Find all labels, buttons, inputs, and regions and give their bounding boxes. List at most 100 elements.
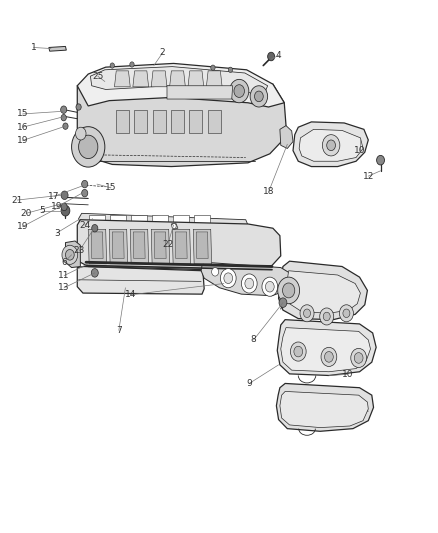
Polygon shape: [65, 241, 80, 268]
Polygon shape: [151, 229, 169, 264]
Polygon shape: [133, 232, 145, 259]
Text: 18: 18: [263, 187, 274, 196]
Circle shape: [290, 342, 305, 361]
Polygon shape: [187, 71, 203, 87]
Circle shape: [342, 309, 349, 318]
Polygon shape: [110, 215, 126, 223]
Polygon shape: [172, 229, 190, 264]
Polygon shape: [116, 110, 129, 133]
Polygon shape: [170, 110, 184, 133]
Circle shape: [61, 191, 68, 199]
Circle shape: [267, 52, 274, 61]
Polygon shape: [278, 261, 367, 320]
Circle shape: [61, 115, 66, 121]
Circle shape: [60, 106, 67, 114]
Circle shape: [229, 79, 248, 103]
Circle shape: [81, 189, 88, 197]
Text: 5: 5: [39, 206, 45, 215]
Polygon shape: [279, 391, 367, 427]
Polygon shape: [134, 110, 147, 133]
Text: 19: 19: [17, 222, 28, 231]
Text: 19: 19: [51, 203, 62, 212]
Circle shape: [376, 156, 384, 165]
Text: 4: 4: [275, 51, 281, 60]
Polygon shape: [91, 232, 103, 259]
Circle shape: [326, 140, 335, 151]
Circle shape: [254, 91, 263, 102]
Polygon shape: [77, 266, 204, 294]
Polygon shape: [114, 71, 130, 87]
Text: 1: 1: [31, 43, 36, 52]
Polygon shape: [298, 130, 362, 161]
Circle shape: [81, 180, 88, 188]
Polygon shape: [77, 63, 284, 107]
Circle shape: [130, 62, 134, 67]
Circle shape: [321, 135, 339, 156]
Polygon shape: [89, 215, 105, 223]
Circle shape: [63, 123, 68, 130]
Polygon shape: [154, 232, 166, 259]
Polygon shape: [194, 215, 209, 223]
Circle shape: [350, 349, 366, 368]
Circle shape: [223, 273, 232, 284]
Circle shape: [353, 353, 362, 364]
Circle shape: [279, 298, 286, 308]
Polygon shape: [206, 71, 222, 87]
Polygon shape: [77, 130, 103, 166]
Polygon shape: [78, 213, 247, 225]
Polygon shape: [130, 229, 148, 264]
Circle shape: [61, 203, 67, 211]
Text: 9: 9: [246, 379, 251, 388]
Text: 3: 3: [54, 229, 60, 238]
Text: 16: 16: [17, 123, 28, 132]
Polygon shape: [189, 110, 202, 133]
Polygon shape: [277, 320, 375, 375]
Circle shape: [244, 278, 253, 289]
Text: 24: 24: [79, 221, 90, 230]
Polygon shape: [276, 383, 373, 431]
Text: 17: 17: [48, 192, 60, 201]
Circle shape: [76, 104, 81, 110]
Polygon shape: [279, 126, 292, 149]
Polygon shape: [77, 220, 280, 271]
Circle shape: [78, 135, 98, 159]
Polygon shape: [201, 262, 292, 296]
Text: 15: 15: [17, 109, 28, 118]
Text: 23: 23: [74, 246, 85, 255]
Circle shape: [324, 352, 332, 362]
Circle shape: [62, 245, 78, 264]
Polygon shape: [286, 271, 360, 313]
Circle shape: [250, 86, 267, 107]
Polygon shape: [131, 215, 147, 223]
Circle shape: [220, 269, 236, 288]
Polygon shape: [193, 229, 211, 264]
Circle shape: [339, 305, 353, 322]
Text: 20: 20: [20, 209, 32, 218]
Circle shape: [319, 308, 333, 325]
Circle shape: [303, 309, 310, 318]
Circle shape: [233, 85, 244, 98]
Polygon shape: [292, 122, 367, 166]
Circle shape: [322, 312, 329, 321]
Circle shape: [261, 277, 277, 296]
Text: 10: 10: [341, 370, 352, 379]
Polygon shape: [169, 71, 185, 87]
Circle shape: [293, 346, 302, 357]
Circle shape: [320, 348, 336, 367]
Text: 13: 13: [58, 283, 70, 292]
Circle shape: [265, 281, 274, 292]
Polygon shape: [77, 84, 286, 166]
Circle shape: [65, 249, 74, 260]
Circle shape: [91, 269, 98, 277]
Text: 12: 12: [362, 172, 373, 181]
Text: 6: 6: [61, 258, 67, 266]
Polygon shape: [88, 229, 106, 264]
Circle shape: [92, 224, 98, 232]
Circle shape: [282, 283, 294, 298]
Circle shape: [61, 205, 70, 216]
Text: 19: 19: [17, 136, 28, 145]
Polygon shape: [112, 232, 124, 259]
Circle shape: [71, 127, 105, 167]
Text: 21: 21: [12, 196, 23, 205]
Polygon shape: [280, 328, 370, 372]
